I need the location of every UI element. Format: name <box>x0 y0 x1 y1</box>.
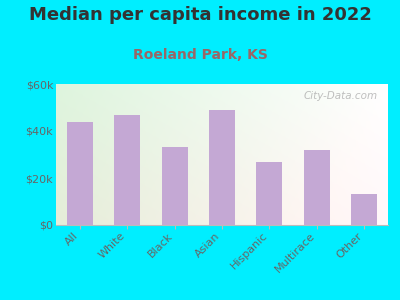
Bar <box>114 115 140 225</box>
Bar <box>209 110 235 225</box>
Bar <box>351 194 377 225</box>
Bar <box>67 122 93 225</box>
Bar <box>304 150 330 225</box>
Bar <box>162 147 188 225</box>
Bar <box>256 161 282 225</box>
Text: Median per capita income in 2022: Median per capita income in 2022 <box>28 6 372 24</box>
Text: City-Data.com: City-Data.com <box>304 91 378 101</box>
Text: Roeland Park, KS: Roeland Park, KS <box>132 48 268 62</box>
